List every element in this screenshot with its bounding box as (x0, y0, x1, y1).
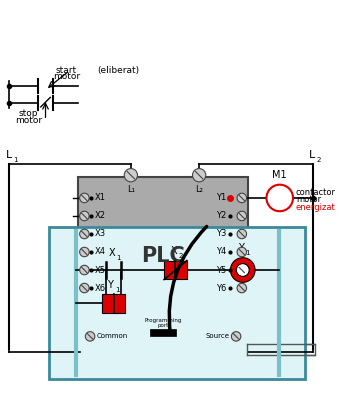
Text: L: L (309, 150, 315, 160)
Text: 2: 2 (178, 253, 183, 258)
Text: X3: X3 (95, 229, 106, 238)
Circle shape (237, 193, 246, 203)
Circle shape (124, 169, 137, 182)
Circle shape (236, 264, 249, 277)
Text: Y4: Y4 (216, 247, 227, 256)
Text: X6: X6 (95, 284, 106, 292)
Circle shape (80, 193, 89, 203)
Text: PLC: PLC (141, 246, 185, 266)
Text: X: X (108, 248, 115, 258)
Circle shape (237, 247, 246, 257)
FancyArrowPatch shape (169, 227, 207, 334)
Text: (eliberat): (eliberat) (98, 66, 140, 75)
Text: motor: motor (296, 195, 321, 204)
Circle shape (192, 169, 206, 182)
Bar (102, 294, 125, 313)
Circle shape (80, 265, 89, 275)
Text: Y3: Y3 (216, 229, 227, 238)
Circle shape (80, 211, 89, 221)
Text: Programming: Programming (144, 318, 182, 323)
Text: L₂: L₂ (195, 185, 203, 194)
Text: motor: motor (15, 116, 42, 125)
Text: stop: stop (19, 109, 38, 118)
Text: M1: M1 (272, 170, 287, 180)
Text: 1: 1 (245, 250, 250, 256)
Circle shape (80, 283, 89, 293)
Text: Common: Common (97, 333, 128, 339)
Text: L: L (5, 150, 12, 160)
Text: Y2: Y2 (216, 212, 227, 221)
Circle shape (85, 332, 95, 341)
Text: X: X (170, 246, 177, 256)
Text: X1: X1 (95, 193, 106, 203)
Text: start: start (56, 66, 77, 75)
Circle shape (237, 211, 246, 221)
Circle shape (232, 332, 241, 341)
Text: Y: Y (107, 280, 113, 290)
Text: Y5: Y5 (216, 266, 227, 275)
Text: 2: 2 (317, 157, 321, 163)
Text: 1: 1 (13, 157, 18, 163)
Text: X4: X4 (95, 247, 106, 256)
Text: X2: X2 (95, 212, 106, 221)
Text: 1: 1 (116, 287, 120, 293)
Text: Y6: Y6 (216, 284, 227, 292)
Text: Source: Source (205, 333, 230, 339)
Bar (150, 329, 176, 336)
Bar (49, 227, 305, 379)
Bar (78, 177, 249, 344)
Text: energizat: energizat (296, 203, 336, 212)
Text: contactor: contactor (296, 188, 336, 197)
Text: L₁: L₁ (127, 185, 135, 194)
Circle shape (231, 258, 255, 282)
Text: port: port (157, 323, 169, 328)
Text: Y1: Y1 (216, 193, 227, 203)
Bar (164, 260, 187, 279)
Text: X5: X5 (95, 266, 106, 275)
Circle shape (237, 283, 246, 293)
Circle shape (237, 265, 246, 275)
Circle shape (80, 247, 89, 257)
Text: 1: 1 (117, 255, 121, 260)
Bar (246, 344, 315, 355)
Circle shape (237, 229, 246, 239)
Text: motor: motor (53, 72, 80, 81)
Circle shape (80, 229, 89, 239)
Text: Y: Y (238, 243, 244, 253)
